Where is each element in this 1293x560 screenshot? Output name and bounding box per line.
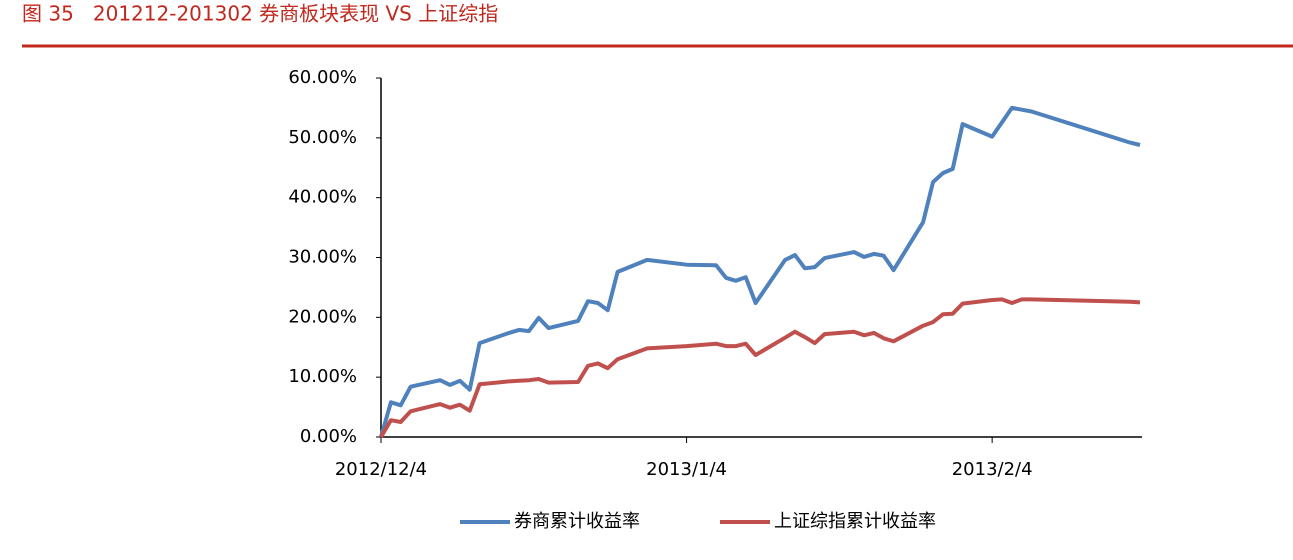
legend-label: 上证综指累计收益率 xyxy=(774,511,936,532)
x-tick-label: 2013/2/4 xyxy=(952,459,1033,480)
x-tick-label: 2013/1/4 xyxy=(646,459,727,480)
y-tick-label: 0.00% xyxy=(300,426,357,447)
series-line xyxy=(379,297,1141,439)
series-line xyxy=(379,105,1141,438)
chart-title: 图 35 201212-201302 券商板块表现 VS 上证综指 xyxy=(22,2,498,26)
y-tick-label: 10.00% xyxy=(288,366,357,387)
x-tick-label: 2012/12/4 xyxy=(335,459,427,480)
y-tick-label: 20.00% xyxy=(288,306,357,327)
y-tick-label: 60.00% xyxy=(288,67,357,88)
y-tick-label: 40.00% xyxy=(288,187,357,208)
legend-label: 券商累计收益率 xyxy=(514,511,640,532)
y-tick-label: 50.00% xyxy=(288,127,357,148)
y-tick-label: 30.00% xyxy=(288,247,357,268)
